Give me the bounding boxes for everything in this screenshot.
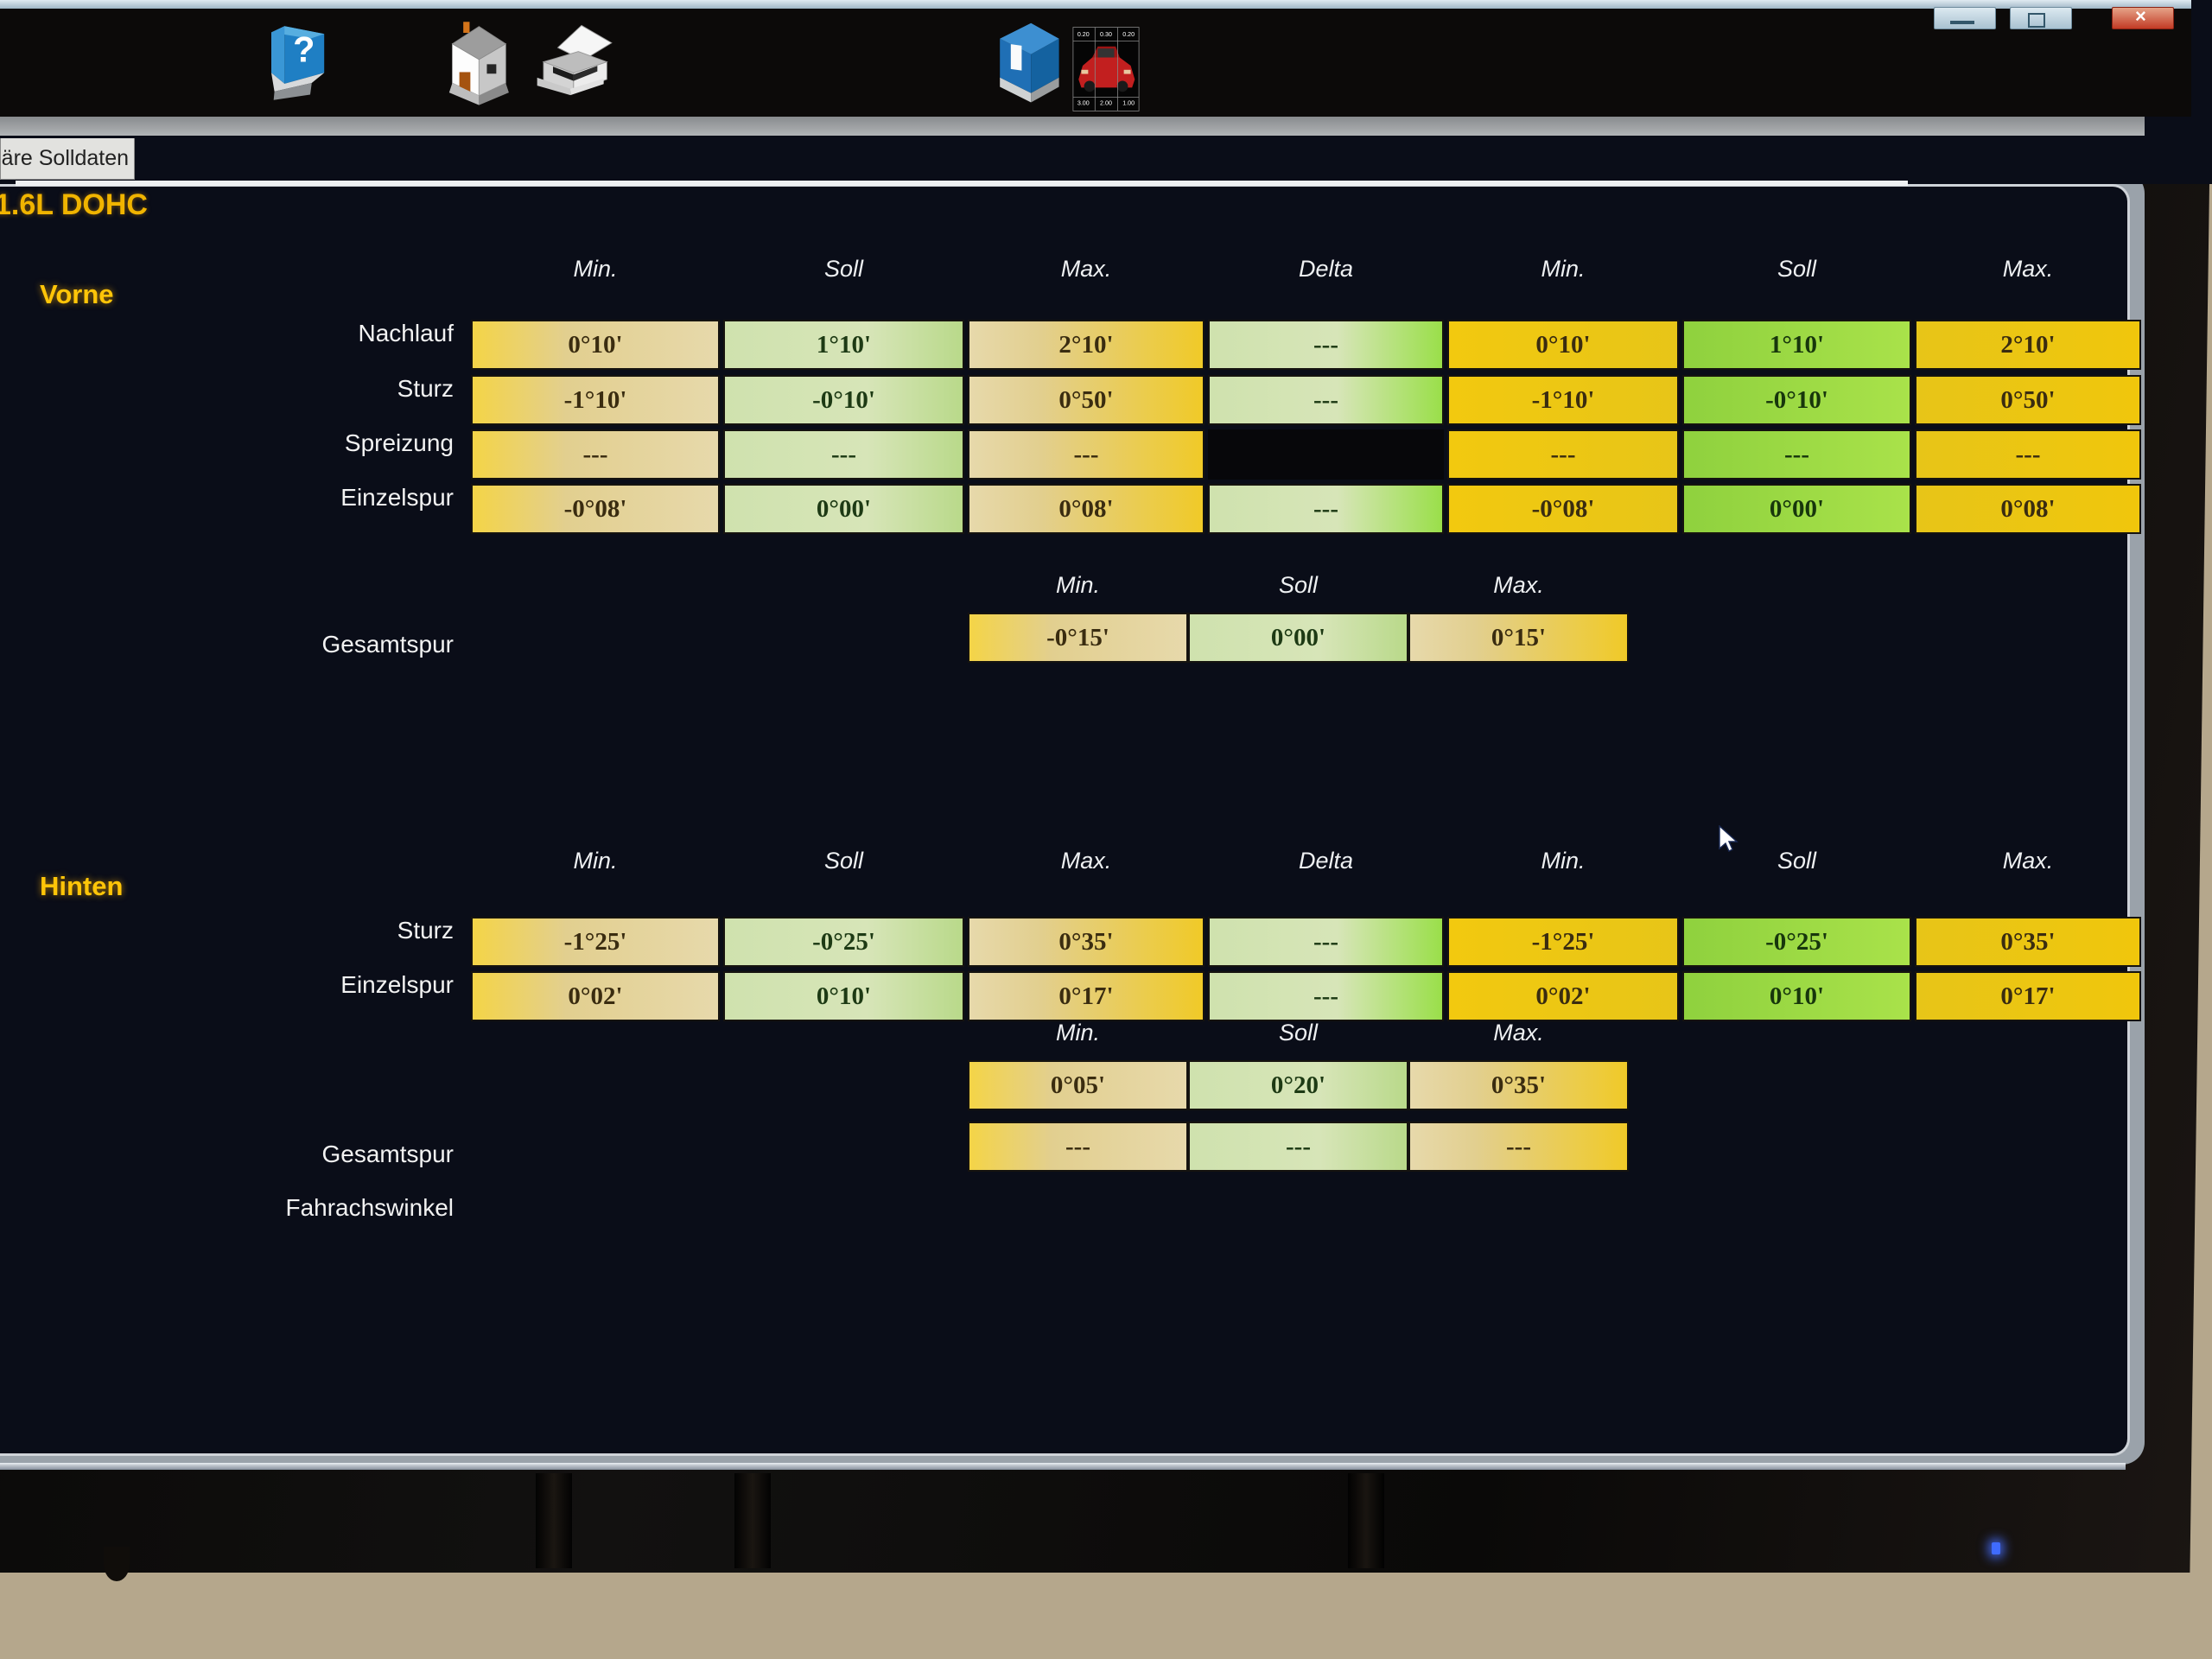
svg-text:2.00: 2.00 (1100, 99, 1112, 106)
svg-text:0.20: 0.20 (1077, 31, 1090, 38)
svg-text:0.20: 0.20 (1122, 31, 1135, 38)
svg-text:?: ? (293, 30, 315, 70)
svg-text:1.00: 1.00 (1122, 99, 1135, 106)
svg-text:0.30: 0.30 (1100, 31, 1112, 38)
svg-text:3.00: 3.00 (1077, 99, 1090, 106)
